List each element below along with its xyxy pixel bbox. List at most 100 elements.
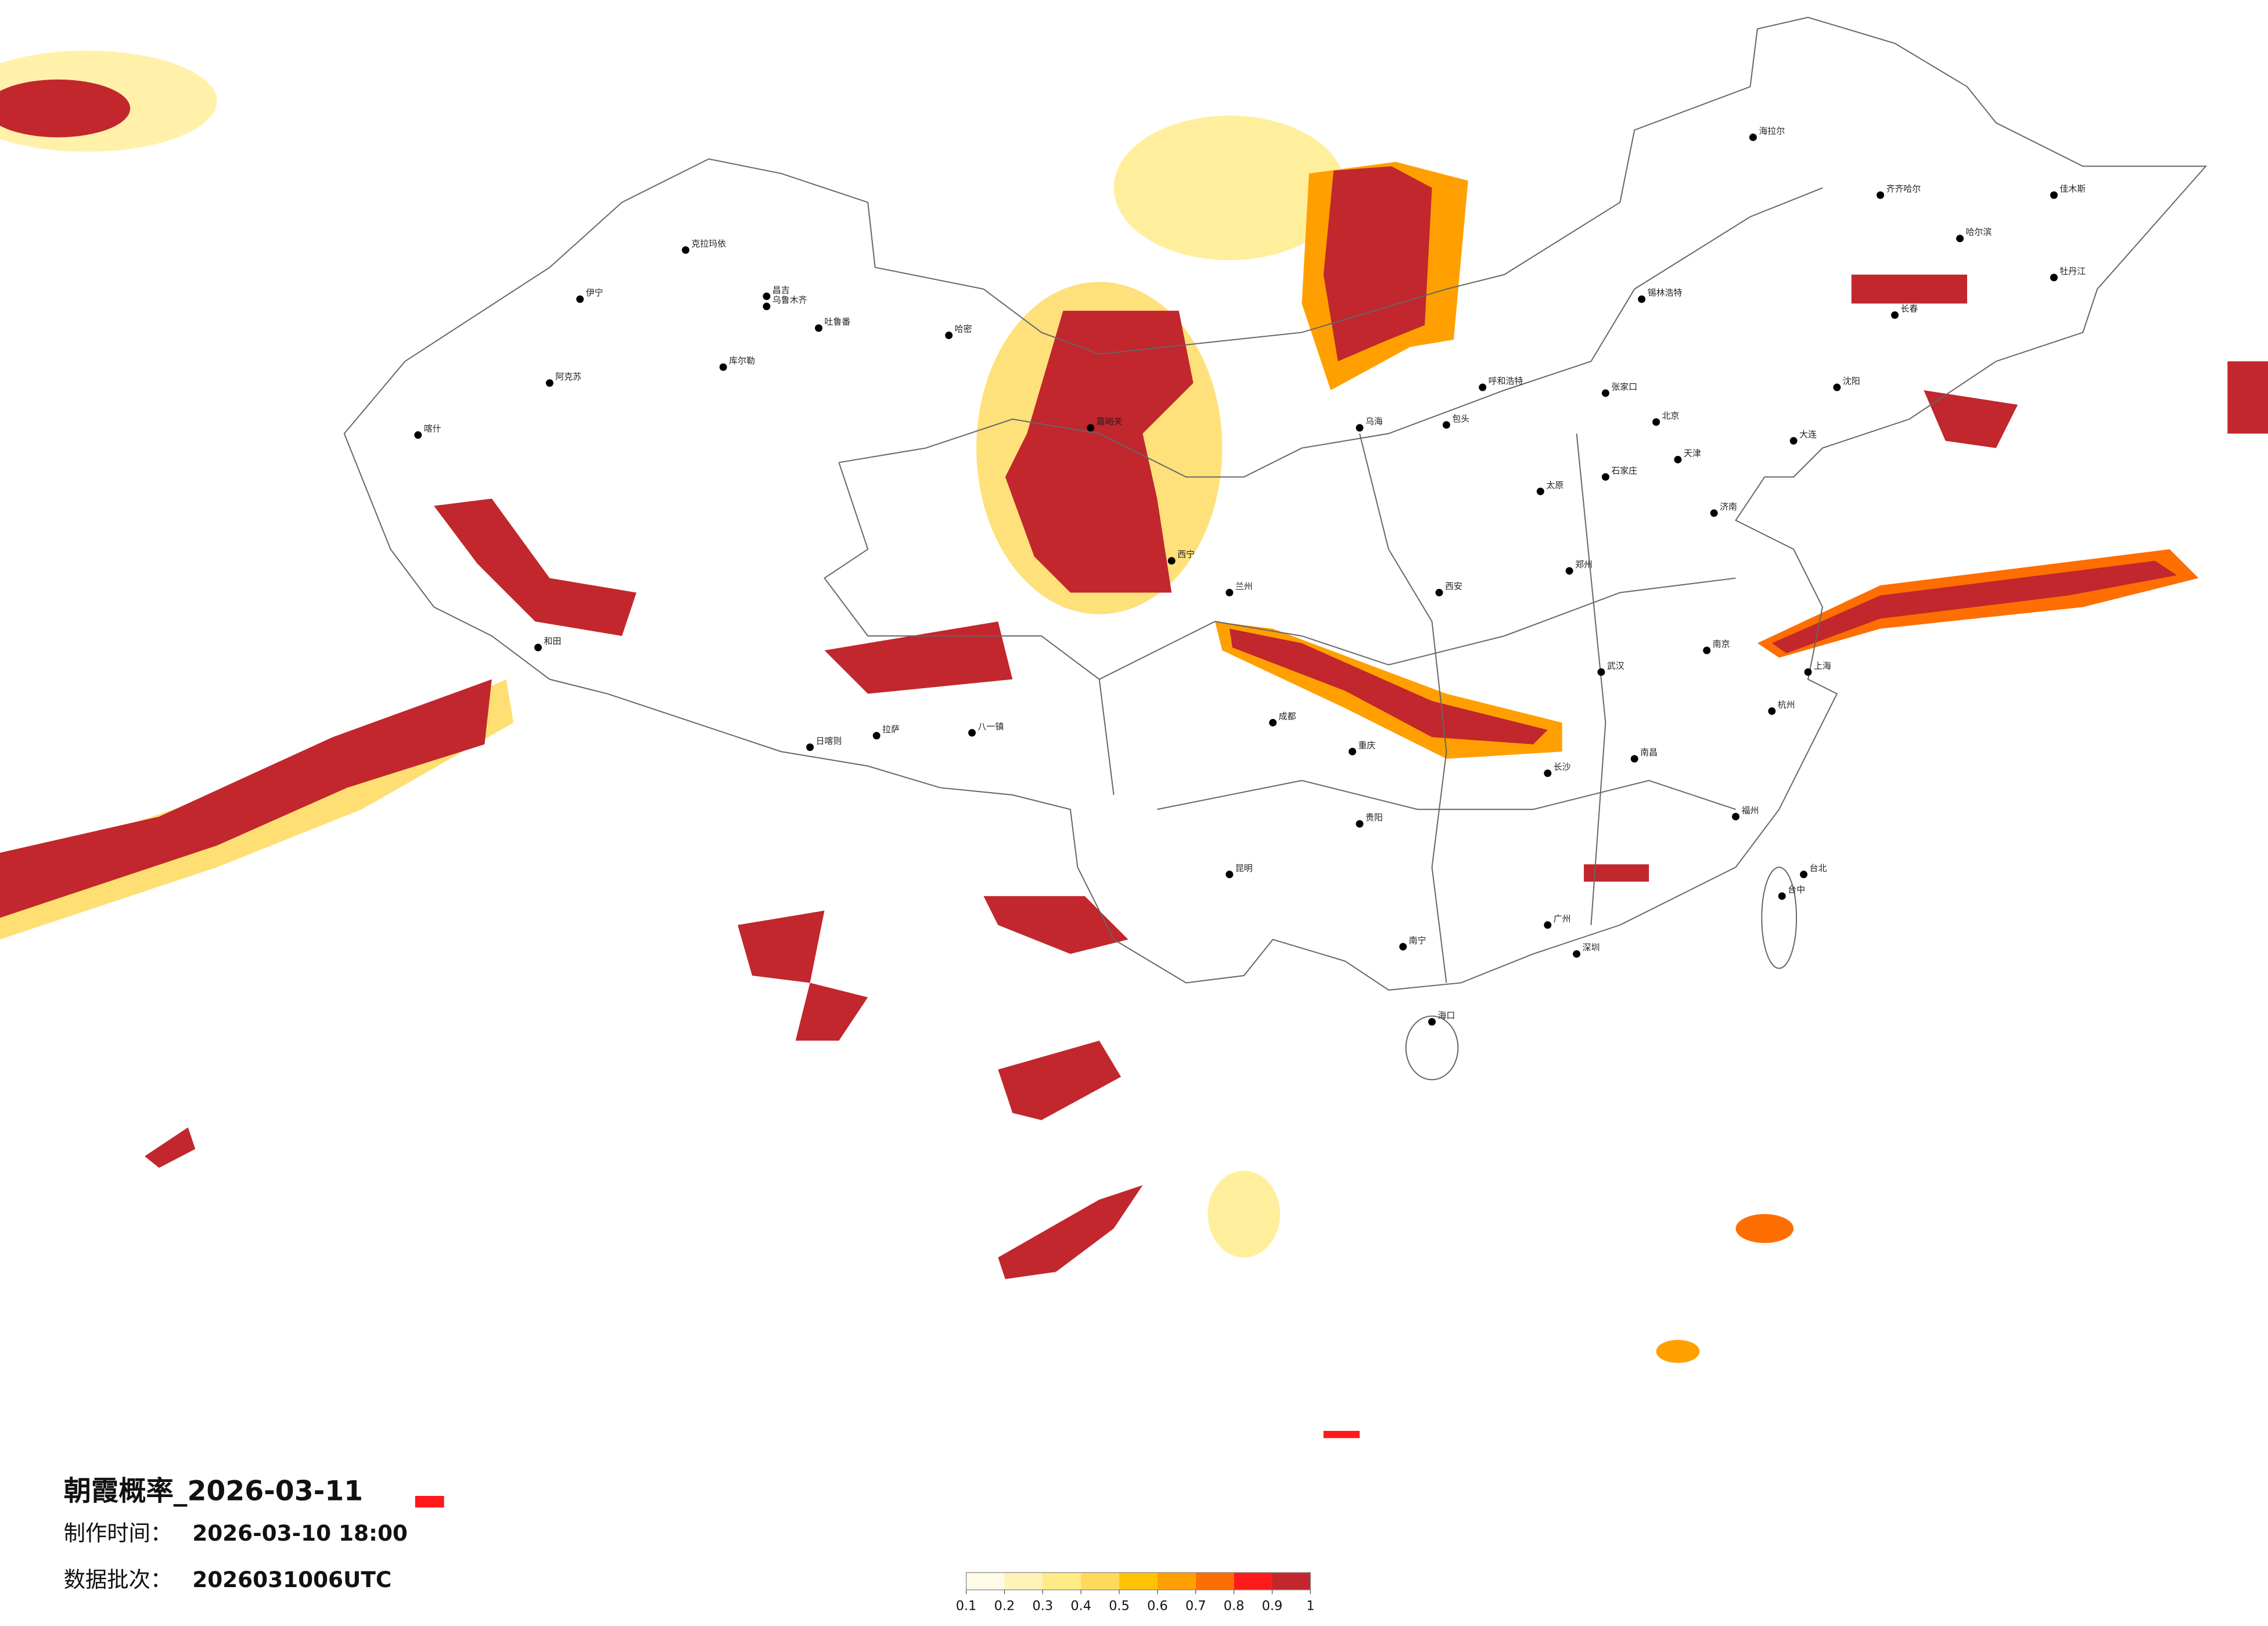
city-dot xyxy=(1768,707,1776,715)
city-label: 上海 xyxy=(1814,660,1831,671)
city-label: 成都 xyxy=(1279,711,1296,721)
city-label: 兰州 xyxy=(1235,581,1253,591)
city-dot xyxy=(1356,424,1364,432)
city-dot xyxy=(1544,921,1552,929)
city-label: 阿克苏 xyxy=(555,372,581,382)
city-label: 沈阳 xyxy=(1843,376,1860,386)
city-label: 佳木斯 xyxy=(2059,184,2086,194)
batch: 2026031006UTC xyxy=(192,1567,391,1592)
city-dot xyxy=(1732,812,1739,821)
city-dot xyxy=(534,643,542,652)
boundaries xyxy=(343,16,2208,1081)
city-dot xyxy=(1877,191,1885,199)
city-dot xyxy=(1674,455,1682,463)
city-label: 西宁 xyxy=(1177,549,1195,560)
city-dot xyxy=(681,246,689,254)
city-label: 嘉峪关 xyxy=(1097,416,1123,427)
city-dot xyxy=(1536,487,1544,495)
city-dot xyxy=(1479,383,1487,391)
city-label: 乌海 xyxy=(1365,416,1383,427)
city-dot xyxy=(1601,473,1609,481)
production-time: 2026-03-10 18:00 xyxy=(192,1520,408,1546)
city-dot xyxy=(1428,1018,1436,1026)
city-dot xyxy=(1652,418,1660,426)
city-dot xyxy=(1890,311,1899,319)
city-label: 呼和浩特 xyxy=(1489,376,1523,386)
city-dot xyxy=(945,331,953,339)
city-label: 西安 xyxy=(1445,581,1462,591)
city-dot xyxy=(1703,646,1711,654)
colorbar-frame xyxy=(965,1572,1311,1591)
city-label: 武汉 xyxy=(1607,660,1624,671)
colorbar-tick-label: 0.1 xyxy=(956,1599,977,1614)
colorbar: 0.1 0.2 0.3 0.4 0.5 0.6 0.7 0.8 0.9 1 xyxy=(956,1572,1314,1614)
city-label: 伊宁 xyxy=(586,287,603,298)
city-dot xyxy=(1778,892,1786,900)
city-dot xyxy=(1225,870,1234,879)
city-label: 乌鲁木齐 xyxy=(772,295,807,305)
colorbar-tick-label: 1 xyxy=(1306,1599,1314,1614)
city-dot xyxy=(968,729,976,737)
city-dot xyxy=(1789,437,1798,445)
city-label: 台中 xyxy=(1788,884,1805,895)
city-label: 锡林浩特 xyxy=(1648,287,1683,298)
city-dot xyxy=(1565,567,1573,575)
city-label: 长春 xyxy=(1900,304,1918,314)
city-label: 贵阳 xyxy=(1365,812,1383,823)
city-dot xyxy=(1601,389,1609,397)
city-dot xyxy=(1638,295,1646,303)
colorbar-tick-label: 0.7 xyxy=(1185,1599,1206,1614)
city-dot xyxy=(763,292,771,300)
colorbar-tick-label: 0.4 xyxy=(1070,1599,1091,1614)
city-dot xyxy=(1399,942,1407,951)
city-label: 深圳 xyxy=(1583,942,1600,953)
city-label: 南昌 xyxy=(1640,747,1658,758)
city-dot xyxy=(719,363,727,371)
city-dot xyxy=(1597,668,1605,676)
city-label: 海拉尔 xyxy=(1759,125,1785,136)
city-label: 北京 xyxy=(1662,411,1680,421)
city-label: 八一镇 xyxy=(978,721,1004,732)
probability-field xyxy=(0,51,2268,1508)
city-dot xyxy=(815,324,823,332)
city-dot xyxy=(2050,274,2058,282)
colorbar-tick-label: 0.5 xyxy=(1109,1599,1130,1614)
city-label: 拉萨 xyxy=(882,724,900,735)
city-label: 大连 xyxy=(1799,429,1817,440)
city-label: 哈尔滨 xyxy=(1965,227,1992,238)
colorbar-swatch xyxy=(1272,1572,1311,1590)
city-label: 张家口 xyxy=(1611,382,1637,392)
colorbar-tick-label: 0.6 xyxy=(1147,1599,1168,1614)
city-dot xyxy=(1833,383,1841,391)
city-dot xyxy=(1435,588,1443,596)
city-dot xyxy=(1544,769,1552,778)
city-dot xyxy=(576,295,584,303)
city-dot xyxy=(1349,747,1357,756)
city-label: 喀什 xyxy=(424,423,441,434)
city-label: 齐齐哈尔 xyxy=(1886,184,1921,194)
colorbar-tick-label: 0.8 xyxy=(1224,1599,1245,1614)
colorbar-swatch xyxy=(1119,1572,1158,1590)
city-dot xyxy=(414,431,422,439)
city-dot xyxy=(763,303,771,311)
city-dot xyxy=(1167,557,1176,565)
city-dot xyxy=(1442,421,1450,429)
city-label: 长沙 xyxy=(1554,762,1571,772)
city-label: 重庆 xyxy=(1358,740,1376,750)
city-label: 天津 xyxy=(1684,448,1701,459)
colorbar-swatch xyxy=(1157,1572,1196,1590)
city-dot xyxy=(1087,424,1095,432)
colorbar-swatch xyxy=(1195,1572,1234,1590)
city-label: 石家庄 xyxy=(1611,465,1637,476)
city-label: 南京 xyxy=(1713,639,1730,649)
city-label: 广州 xyxy=(1554,913,1571,924)
production-time-label: 制作时间： xyxy=(64,1520,172,1546)
city-label: 福州 xyxy=(1741,805,1759,815)
city-label: 吐鲁番 xyxy=(825,316,851,327)
city-dot xyxy=(806,743,814,751)
city-label: 克拉玛依 xyxy=(691,239,726,249)
